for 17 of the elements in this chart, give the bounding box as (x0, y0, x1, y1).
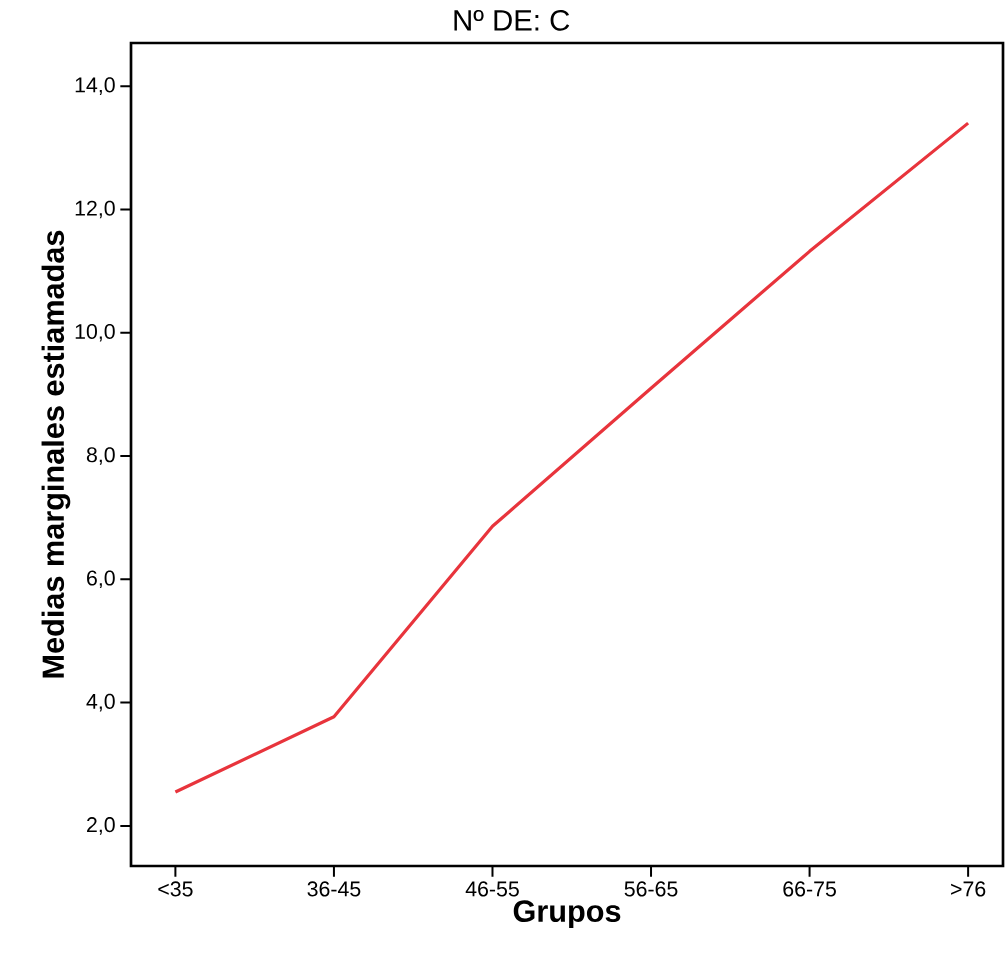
y-tick-label: 12,0 (75, 200, 115, 219)
y-tick-label: 10,0 (75, 323, 115, 342)
x-axis-title: Grupos (513, 900, 621, 929)
x-tick-label: 36-45 (307, 881, 361, 897)
x-tick-label: 66-75 (783, 881, 836, 897)
y-tick-label: 2,0 (87, 817, 115, 835)
x-tick-label: 56-65 (624, 881, 678, 897)
x-tick-label: >76 (951, 881, 986, 897)
x-tick-label: <35 (158, 881, 193, 897)
y-tick-label: 14,0 (75, 77, 115, 95)
y-tick-label: 8,0 (86, 447, 115, 465)
chart-title: Nº DE: C (454, 9, 570, 31)
y-tick-label: 4,0 (86, 693, 115, 712)
y-tick-label: 6,0 (87, 570, 115, 589)
y-axis-title: Medias marginales estiamadas (41, 230, 71, 678)
line-series (173, 121, 970, 794)
x-tick-label: 46-55 (465, 881, 519, 897)
